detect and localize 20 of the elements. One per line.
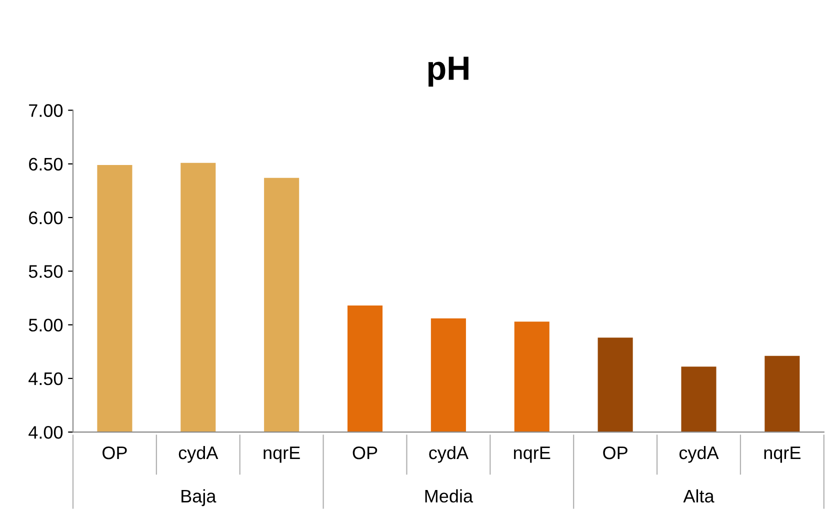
text: Alta [683,489,714,503]
x-tick-label: cydA [679,446,719,463]
x-tick-label: cydA [429,446,468,463]
x-tick-label: cydA [178,446,218,463]
y-tick-label: 6.50 [29,158,63,171]
x-tick-label: nqrE [264,446,300,463]
y-tick-label: 4.50 [28,372,63,386]
x-tick-label: OP [603,446,628,460]
x-tick-label: nqrE [514,446,550,463]
x-tick-label: OP [102,446,127,460]
chart-title: pH [428,56,468,87]
x-tick-label: OP [352,446,378,460]
text: Baja [182,489,216,506]
text: Media [425,489,474,503]
y-tick-label: 6.00 [29,211,63,224]
y-tick-label: 5.50 [28,265,63,278]
y-tick-label: 4.00 [28,426,63,439]
x-tick-label: nqrE [764,446,800,463]
y-tick-label: 7.00 [29,104,63,117]
y-tick-label: 5.00 [28,318,63,332]
